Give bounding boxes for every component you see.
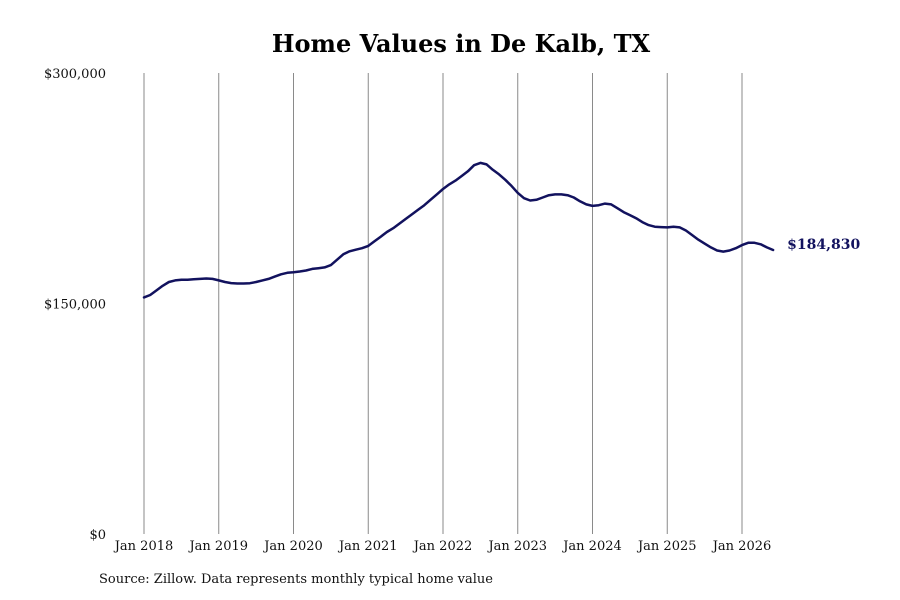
- x-axis-tick-labels: Jan 2018 Jan 2019 Jan 2020 Jan 2021 Jan 2022…: [113, 539, 772, 554]
- x-tick-label: Jan 2023: [486, 539, 547, 554]
- home-value-line: [142, 161, 775, 299]
- vertical-gridlines: [143, 73, 743, 534]
- x-tick-label: Jan 2022: [412, 539, 473, 554]
- y-axis-tick-labels: $0 $150,000 $300,000: [44, 67, 106, 543]
- x-tick-label: Jan 2019: [187, 539, 248, 554]
- x-tick-label: Jan 2024: [561, 539, 622, 554]
- y-tick-label: $150,000: [44, 298, 106, 313]
- y-tick-label: $0: [89, 528, 106, 543]
- x-tick-label: Jan 2020: [262, 539, 323, 554]
- x-tick-label: Jan 2026: [711, 539, 772, 554]
- source-note: Source: Zillow. Data represents monthly …: [99, 572, 493, 587]
- x-tick-label: Jan 2025: [636, 539, 697, 554]
- x-tick-label: Jan 2021: [337, 539, 398, 554]
- y-tick-label: $300,000: [44, 67, 106, 82]
- x-tick-label: Jan 2018: [113, 539, 174, 554]
- chart-title: Home Values in De Kalb, TX: [272, 29, 651, 58]
- latest-value-label: $184,830: [787, 237, 860, 253]
